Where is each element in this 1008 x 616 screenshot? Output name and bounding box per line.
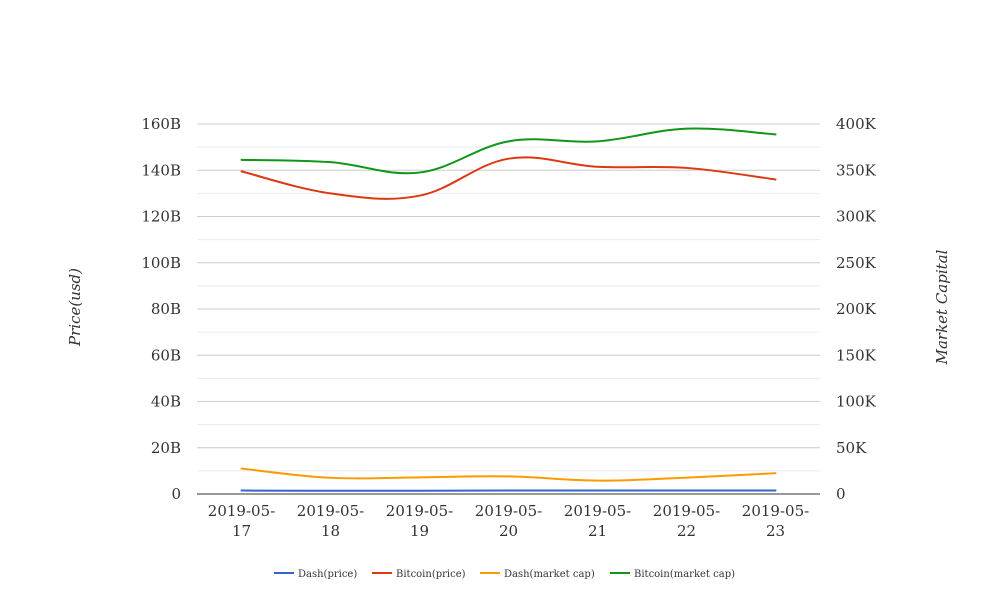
y2-tick-label: 200K [836, 300, 877, 318]
series-line-bitcoin-market-cap [240, 127, 777, 175]
y2-tick-label: 250K [836, 254, 877, 272]
x-tick-label: 2019-05-22 [653, 502, 720, 540]
x-tick-label: 2019-05-17 [208, 502, 275, 540]
y2-tick-label: 100K [836, 393, 877, 411]
y-axis-left-ticks: 0 20B 40B 60B 80B 100B 120B 140B 160B [141, 115, 181, 503]
grid [197, 123, 820, 472]
legend-label: Bitcoin(market cap) [634, 569, 735, 580]
legend-label: Dash(price) [298, 569, 357, 580]
y2-tick-label: 150K [836, 346, 877, 364]
x-tick-label: 2019-05-23 [742, 502, 809, 540]
series-lines [240, 127, 777, 492]
y-tick-label: 140B [141, 161, 181, 179]
y-axis-title: Price(usd) [66, 268, 84, 347]
y-tick-label: 160B [141, 115, 181, 133]
y2-tick-label: 300K [836, 208, 877, 226]
series-line-dash-market-cap [240, 467, 777, 482]
y2-tick-label: 350K [836, 161, 877, 179]
y-tick-label: 40B [151, 393, 181, 411]
legend-label: Dash(market cap) [504, 569, 595, 580]
x-tick-label: 2019-05-20 [475, 502, 542, 540]
y-axis-right-ticks: 0 50K 100K 150K 200K 250K 300K 350K 400K [836, 115, 877, 503]
legend-label: Bitcoin(price) [396, 569, 466, 580]
y2-tick-label: 0 [836, 485, 846, 503]
y-tick-label: 20B [151, 439, 181, 457]
legend-item-dash-price[interactable]: Dash(price) [274, 569, 357, 580]
y2-tick-label: 50K [836, 439, 867, 457]
y-tick-label: 80B [151, 300, 181, 318]
legend-item-bitcoin-market-cap[interactable]: Bitcoin(market cap) [610, 569, 735, 580]
y2-axis-title: Market Capital [933, 249, 951, 365]
x-tick-label: 2019-05-19 [386, 502, 453, 540]
x-tick-label: 2019-05-18 [297, 502, 364, 540]
x-tick-label: 2019-05-21 [564, 502, 631, 540]
series-line-bitcoin-price [240, 156, 777, 200]
y-tick-label: 120B [141, 208, 181, 226]
legend: Dash(price) Bitcoin(price) Dash(market cap… [274, 569, 735, 580]
y-tick-label: 100B [141, 254, 181, 272]
y2-tick-label: 400K [836, 115, 877, 133]
legend-item-dash-market-cap[interactable]: Dash(market cap) [480, 569, 595, 580]
x-axis-ticks: 2019-05-17 2019-05-18 2019-05-19 2019-05-20… [208, 502, 809, 540]
y-tick-label: 0 [171, 485, 181, 503]
legend-item-bitcoin-price[interactable]: Bitcoin(price) [372, 569, 466, 580]
y-tick-label: 60B [151, 346, 181, 364]
